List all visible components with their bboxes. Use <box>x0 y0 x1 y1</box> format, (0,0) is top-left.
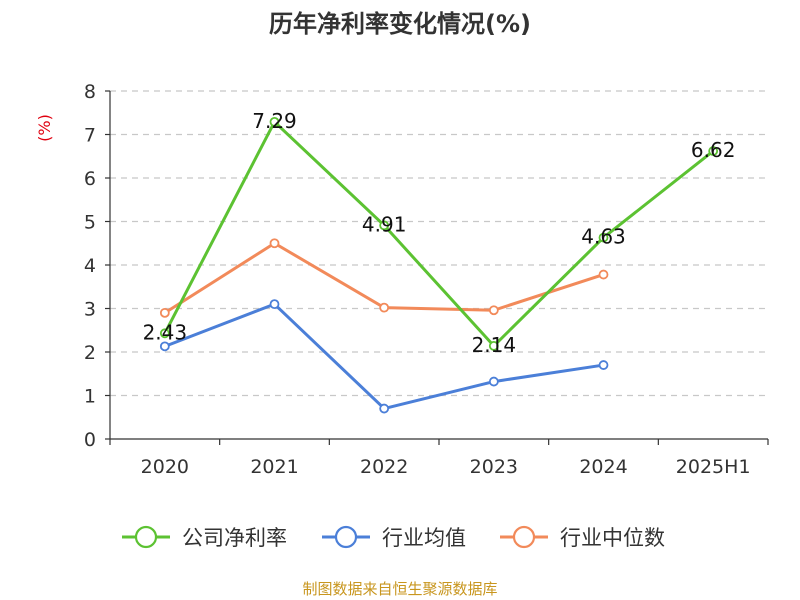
y-tick-label: 8 <box>84 81 96 103</box>
data-label: 4.63 <box>581 225 626 249</box>
y-tick-label: 5 <box>84 212 96 234</box>
series-group <box>159 116 719 414</box>
legend-marker <box>134 525 158 549</box>
data-point <box>159 341 170 352</box>
data-labels: 2.43 7.29 4.91 2.14 4.63 6.62 <box>143 109 736 357</box>
data-point <box>269 299 280 310</box>
legend-label: 行业均值 <box>382 526 466 550</box>
y-tick-label: 1 <box>84 386 96 408</box>
legend: 公司净利率 行业均值 行业中位数 <box>122 525 665 550</box>
y-tick-label: 6 <box>84 168 96 190</box>
legend-item: 行业均值 <box>322 525 466 550</box>
y-tick-label: 0 <box>84 429 96 451</box>
x-tick-label: 2021 <box>250 456 298 478</box>
gridlines <box>110 90 768 397</box>
y-tick-label: 7 <box>84 125 96 147</box>
data-label: 2.14 <box>472 333 517 357</box>
y-tick-label: 2 <box>84 342 96 364</box>
data-point <box>488 305 499 316</box>
data-point <box>598 269 609 280</box>
series-line-1 <box>164 302 604 411</box>
x-tick-label: 2022 <box>360 456 408 478</box>
data-label: 4.91 <box>362 212 407 236</box>
chart-title: 历年净利率变化情况(%) <box>269 10 531 38</box>
x-tick-label: 2023 <box>470 456 518 478</box>
data-point <box>379 403 390 414</box>
legend-marker <box>512 525 536 549</box>
data-point <box>488 341 499 351</box>
data-point <box>598 360 609 370</box>
data-point <box>379 302 390 313</box>
x-tick-label: 2025H1 <box>676 456 751 478</box>
data-point <box>269 116 280 127</box>
axes: 0 1 2 3 4 5 6 7 8 2020 2021 2022 2023 2024 2025H1 <box>84 81 769 478</box>
series-line-0 <box>163 120 715 348</box>
legend-label: 行业中位数 <box>560 526 665 550</box>
data-point <box>598 232 609 243</box>
legend-item: 行业中位数 <box>500 525 665 550</box>
x-tick-label: 2020 <box>141 456 189 478</box>
source-note: 制图数据来自恒生聚源数据库 <box>302 580 497 598</box>
data-label: 6.62 <box>691 138 736 162</box>
legend-item: 公司净利率 <box>122 525 287 550</box>
data-point <box>159 328 170 339</box>
y-tick-label: 3 <box>84 299 96 321</box>
data-point <box>159 307 170 318</box>
y-axis-unit: (%) <box>35 114 54 142</box>
data-point <box>488 376 499 387</box>
legend-label: 公司净利率 <box>182 526 287 550</box>
data-point <box>708 146 719 156</box>
data-point <box>269 238 280 249</box>
data-label: 7.29 <box>252 109 297 133</box>
y-tick-label: 4 <box>84 255 96 277</box>
data-point <box>379 220 390 231</box>
x-tick-label: 2024 <box>579 456 627 478</box>
legend-marker <box>334 525 358 549</box>
data-label: 2.43 <box>143 320 188 344</box>
